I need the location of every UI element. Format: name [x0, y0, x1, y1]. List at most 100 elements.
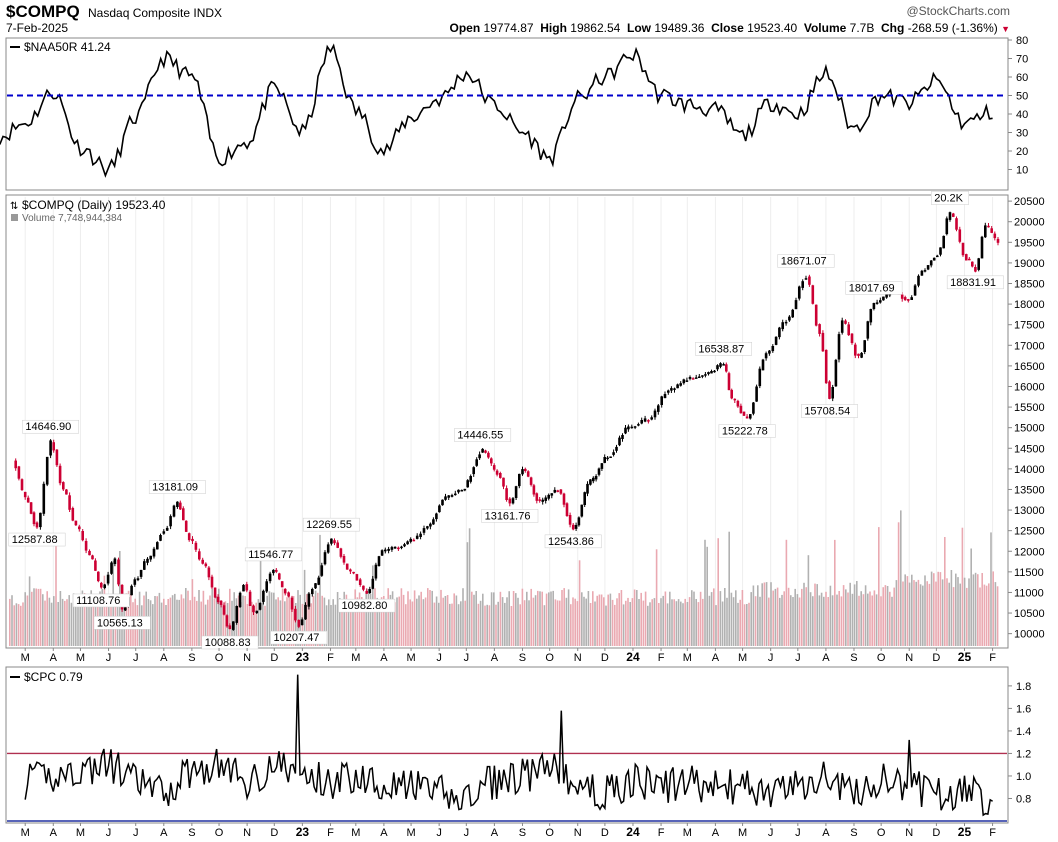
- volume-bar: [944, 537, 946, 646]
- volume-bar: [431, 590, 433, 646]
- candle-body: [505, 488, 508, 500]
- volume-bar: [682, 603, 684, 646]
- volume-bar: [708, 595, 711, 646]
- price-annotation-box: [777, 254, 835, 268]
- x-tick-label: N: [243, 652, 251, 664]
- candle-body: [538, 499, 541, 501]
- candle-body: [580, 504, 584, 517]
- candle-body: [688, 377, 692, 379]
- volume-bar: [585, 598, 587, 646]
- volume-bar: [86, 595, 88, 646]
- candle-body: [219, 600, 223, 605]
- volume-bar: [774, 588, 777, 646]
- volume-bar: [807, 555, 810, 646]
- candle-body: [920, 270, 924, 276]
- volume-bar: [508, 591, 510, 646]
- x-tick-label: O: [545, 652, 554, 664]
- candle-body: [965, 254, 968, 261]
- volume-bar: [341, 600, 343, 646]
- volume-bar: [297, 590, 299, 646]
- volume-bar: [592, 591, 594, 646]
- candle-body: [100, 582, 103, 588]
- volume-bar: [893, 587, 895, 646]
- volume-bar: [886, 586, 889, 646]
- candle-body: [518, 473, 521, 487]
- volume-bar: [9, 598, 11, 646]
- candle-body: [283, 588, 287, 594]
- price-annotation: 12543.86: [548, 536, 594, 548]
- volume-legend-icon: [11, 214, 18, 221]
- volume-bar: [836, 594, 838, 646]
- price-annotation: 10565.13: [97, 617, 143, 629]
- candle-body: [487, 452, 490, 458]
- volume-bar: [42, 594, 44, 646]
- quote-summary: Open 19774.87 High 19862.54 Low 19489.36…: [450, 21, 1010, 35]
- volume-bar: [785, 539, 788, 646]
- volume-bar: [160, 602, 163, 646]
- candle-body: [929, 260, 933, 266]
- volume-bar: [259, 551, 262, 646]
- candle-body: [764, 353, 768, 359]
- volume-bar: [930, 571, 933, 646]
- volume-bar: [873, 590, 876, 646]
- volume-bar: [178, 599, 180, 646]
- volume-bar: [332, 599, 334, 646]
- candle-body: [14, 460, 17, 469]
- x-tick-label: J: [436, 827, 442, 839]
- candle-body: [300, 619, 304, 626]
- candle-body: [926, 265, 930, 270]
- candle-body: [159, 535, 162, 541]
- volume-bar: [75, 596, 77, 646]
- candle-body: [888, 293, 892, 296]
- panel-top-frame: [5, 37, 1009, 191]
- chart-header: $COMPQ Nasdaq Composite INDX 7-Feb-2025 …: [0, 0, 1058, 36]
- candle-body: [568, 515, 572, 525]
- volume-bar: [781, 594, 783, 646]
- candle-body: [768, 350, 771, 354]
- x-tick-label: N: [905, 827, 913, 839]
- candle-body: [35, 522, 39, 528]
- price-annotation: 12587.88: [12, 534, 58, 546]
- volume-label: Volume: [803, 21, 847, 35]
- candle-body: [390, 547, 394, 550]
- candle-body: [535, 493, 539, 501]
- volume-bar: [684, 598, 686, 646]
- volume-bar: [882, 587, 884, 646]
- quote-date: 7-Feb-2025: [6, 21, 69, 35]
- candle-body: [532, 485, 536, 495]
- candle-body: [475, 459, 478, 466]
- candle-body: [745, 416, 749, 419]
- volume-bar: [933, 573, 935, 646]
- x-tick-label: D: [601, 827, 609, 839]
- volume-bar: [279, 600, 282, 646]
- volume-bar: [490, 592, 493, 646]
- volume-bar: [677, 599, 680, 646]
- candle-body: [804, 278, 808, 280]
- candle-body: [333, 540, 336, 544]
- volume-bars: [9, 510, 999, 646]
- volume-bar: [996, 586, 999, 646]
- price-annotation-box: [930, 191, 969, 205]
- volume-bar: [270, 592, 273, 646]
- candle-body: [311, 589, 314, 595]
- candle-body: [508, 498, 512, 504]
- price-tick-label: 19500: [1014, 237, 1045, 249]
- candle-body: [238, 592, 242, 608]
- candle-body: [146, 558, 149, 563]
- volume-bar: [748, 602, 750, 646]
- candle-body: [222, 605, 226, 615]
- candle-body: [17, 466, 21, 479]
- volume-bar: [299, 594, 301, 646]
- volume-bar: [433, 602, 436, 646]
- open-label: Open: [449, 21, 481, 35]
- volume-bar: [737, 602, 739, 646]
- volume-bar: [424, 597, 427, 646]
- candle-body: [784, 321, 788, 324]
- volume-bar: [805, 587, 807, 646]
- x-tick-label: J: [795, 652, 801, 664]
- volume-bar: [728, 531, 730, 646]
- candle-body: [984, 225, 987, 238]
- volume-bar: [24, 592, 26, 646]
- candle-body: [336, 542, 339, 548]
- volume-bar: [207, 599, 209, 646]
